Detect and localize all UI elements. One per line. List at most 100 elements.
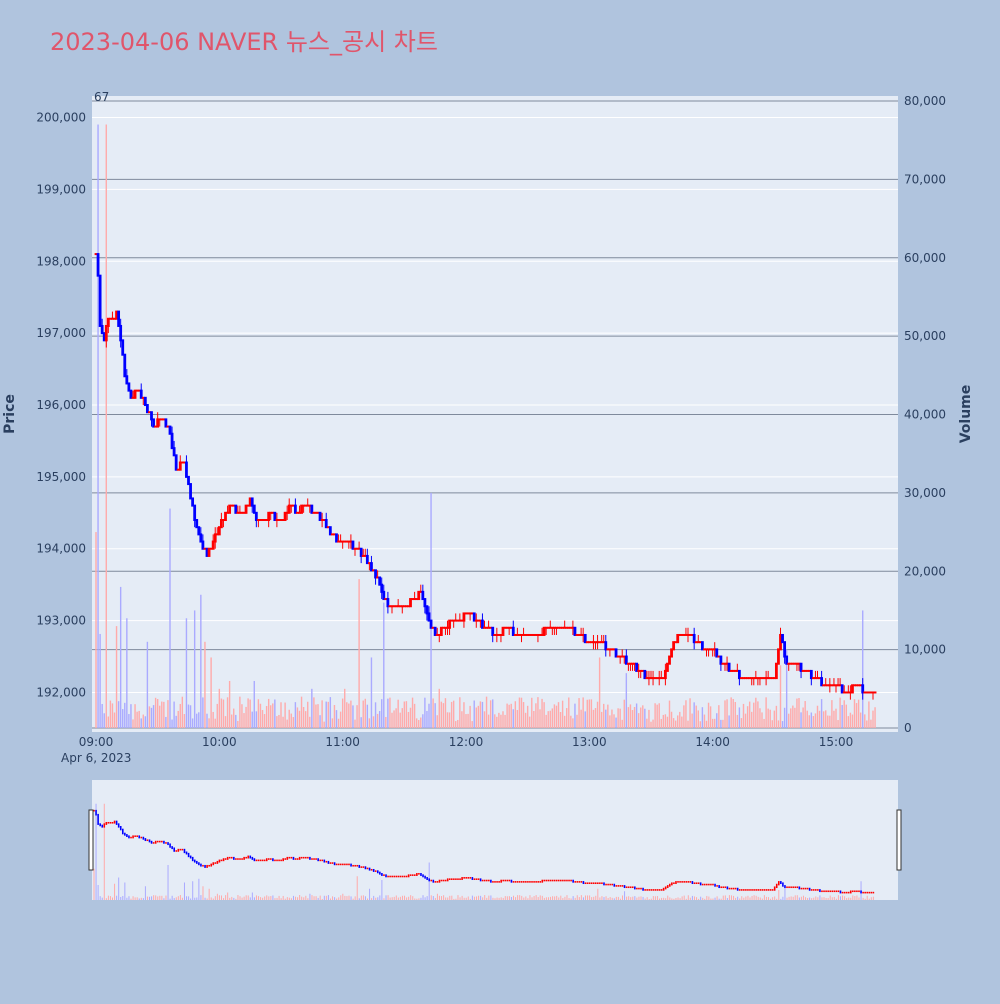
candle-body xyxy=(168,425,172,435)
volume-bar xyxy=(337,718,340,728)
slider-volume-bar xyxy=(237,895,239,900)
volume-bar xyxy=(428,703,430,728)
range-slider-left-handle[interactable] xyxy=(88,809,94,871)
slider-volume-bar xyxy=(387,895,389,900)
candle-body xyxy=(608,648,612,651)
slider-candle xyxy=(675,881,677,885)
slider-candle xyxy=(148,839,151,843)
range-slider[interactable] xyxy=(92,780,898,900)
slider-volume-bar xyxy=(866,895,868,900)
volume-bar xyxy=(707,702,710,728)
slider-candle xyxy=(446,878,449,882)
candle-body xyxy=(145,404,149,414)
candle-body xyxy=(197,526,201,536)
slider-candle xyxy=(652,889,655,891)
slider-volume-bar xyxy=(780,898,782,900)
candle-body xyxy=(594,641,597,644)
slider-candle xyxy=(350,863,352,867)
volume-bar xyxy=(483,711,486,728)
volume-tick-label: 10,000 xyxy=(904,643,946,657)
volume-bar xyxy=(847,716,850,728)
volume-tick-label: 30,000 xyxy=(904,486,946,500)
slider-volume-bar xyxy=(650,898,652,900)
slider-volume-bar xyxy=(426,896,428,900)
candle-body xyxy=(478,619,482,622)
candle-body xyxy=(458,619,462,622)
slider-candle xyxy=(111,821,114,824)
slider-candle xyxy=(539,881,542,883)
slider-candle xyxy=(428,878,430,882)
candle-body xyxy=(464,612,468,615)
candle-body xyxy=(818,677,821,680)
slider-candle xyxy=(191,856,194,862)
volume-bar xyxy=(344,688,346,728)
candle-body xyxy=(448,619,451,629)
slider-volume-bar xyxy=(142,898,144,900)
slider-volume-bar xyxy=(297,897,299,900)
candle-body xyxy=(779,633,782,651)
volume-bar xyxy=(311,688,313,728)
slider-candle xyxy=(492,881,494,883)
volume-bar xyxy=(253,680,255,728)
slider-candle xyxy=(740,889,743,891)
candle-body xyxy=(193,504,197,521)
slider-volume-bar xyxy=(728,895,730,900)
candle-body xyxy=(439,626,443,636)
volume-bar xyxy=(358,579,360,728)
volume-bar xyxy=(113,712,116,728)
candle-body xyxy=(454,619,458,622)
slider-candle xyxy=(185,851,188,855)
volume-bar xyxy=(541,698,543,728)
volume-bar xyxy=(378,711,381,728)
slider-candle xyxy=(755,889,757,891)
slider-candle xyxy=(646,889,648,891)
candle-body xyxy=(772,677,776,680)
slider-candle xyxy=(276,859,278,862)
slider-volume-bar xyxy=(255,895,257,900)
volume-bar xyxy=(566,708,568,728)
time-tick-label: 13:00 xyxy=(572,735,607,749)
slider-candle xyxy=(605,883,607,886)
volume-bar xyxy=(418,720,420,728)
slider-candle xyxy=(198,862,200,866)
candle-body xyxy=(756,677,760,680)
slider-candle xyxy=(564,879,566,882)
volume-bar xyxy=(381,699,383,728)
volume-bar xyxy=(590,699,593,728)
slider-candle xyxy=(868,891,871,894)
volume-bar xyxy=(315,704,317,728)
volume-bar xyxy=(177,710,179,728)
slider-candle xyxy=(767,889,770,891)
slider-candle xyxy=(317,858,319,862)
volume-bar xyxy=(212,711,214,728)
slider-volume-bar xyxy=(274,898,276,900)
candle-body xyxy=(444,626,447,629)
slider-volume-bar xyxy=(490,895,492,900)
range-slider-right-handle[interactable] xyxy=(896,809,902,871)
slider-volume-bar xyxy=(161,895,163,900)
volume-bar xyxy=(156,699,159,728)
candle-body xyxy=(312,511,316,514)
slider-candle xyxy=(543,879,546,882)
candle-body xyxy=(686,633,690,636)
volume-bar xyxy=(689,698,691,728)
slider-volume-bar xyxy=(809,897,811,900)
candle-body xyxy=(189,483,192,500)
candle-body xyxy=(452,619,456,622)
slider-volume-bar xyxy=(159,895,161,900)
candle-body xyxy=(250,497,254,507)
candle-body xyxy=(308,504,312,507)
candle-body xyxy=(666,662,669,672)
volume-bar xyxy=(524,712,527,728)
volume-bar xyxy=(839,697,841,728)
slider-candle xyxy=(588,882,591,885)
volume-bar xyxy=(477,705,480,728)
volume-bar xyxy=(288,709,290,728)
volume-bar xyxy=(397,699,399,728)
time-tick-label: 09:00 xyxy=(79,735,114,749)
slider-volume-bar xyxy=(850,897,852,900)
slider-candle xyxy=(747,889,749,891)
slider-volume-bar xyxy=(547,897,549,900)
slider-candle xyxy=(93,809,95,812)
volume-bar xyxy=(136,711,138,728)
